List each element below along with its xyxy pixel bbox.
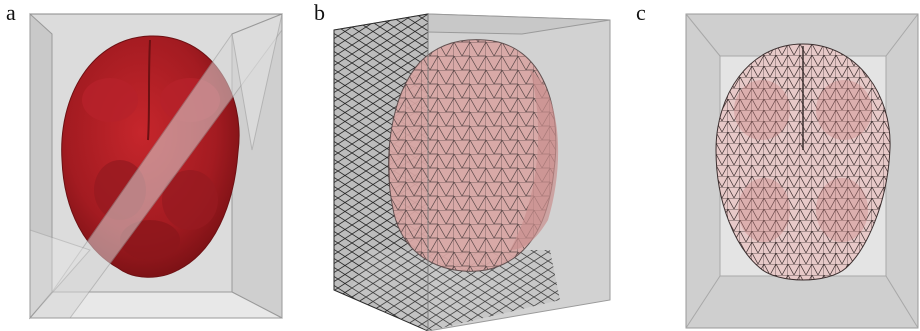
panel-a: a (0, 0, 300, 331)
panel-a-render (28, 12, 283, 320)
panel-c-render (685, 13, 919, 329)
panel-c: c (632, 0, 920, 331)
panel-b-label: b (314, 0, 325, 25)
panel-a-label: a (6, 0, 16, 25)
panel-b-render (333, 13, 611, 331)
panel-c-label: c (636, 0, 646, 25)
panel-b: b (310, 0, 620, 331)
